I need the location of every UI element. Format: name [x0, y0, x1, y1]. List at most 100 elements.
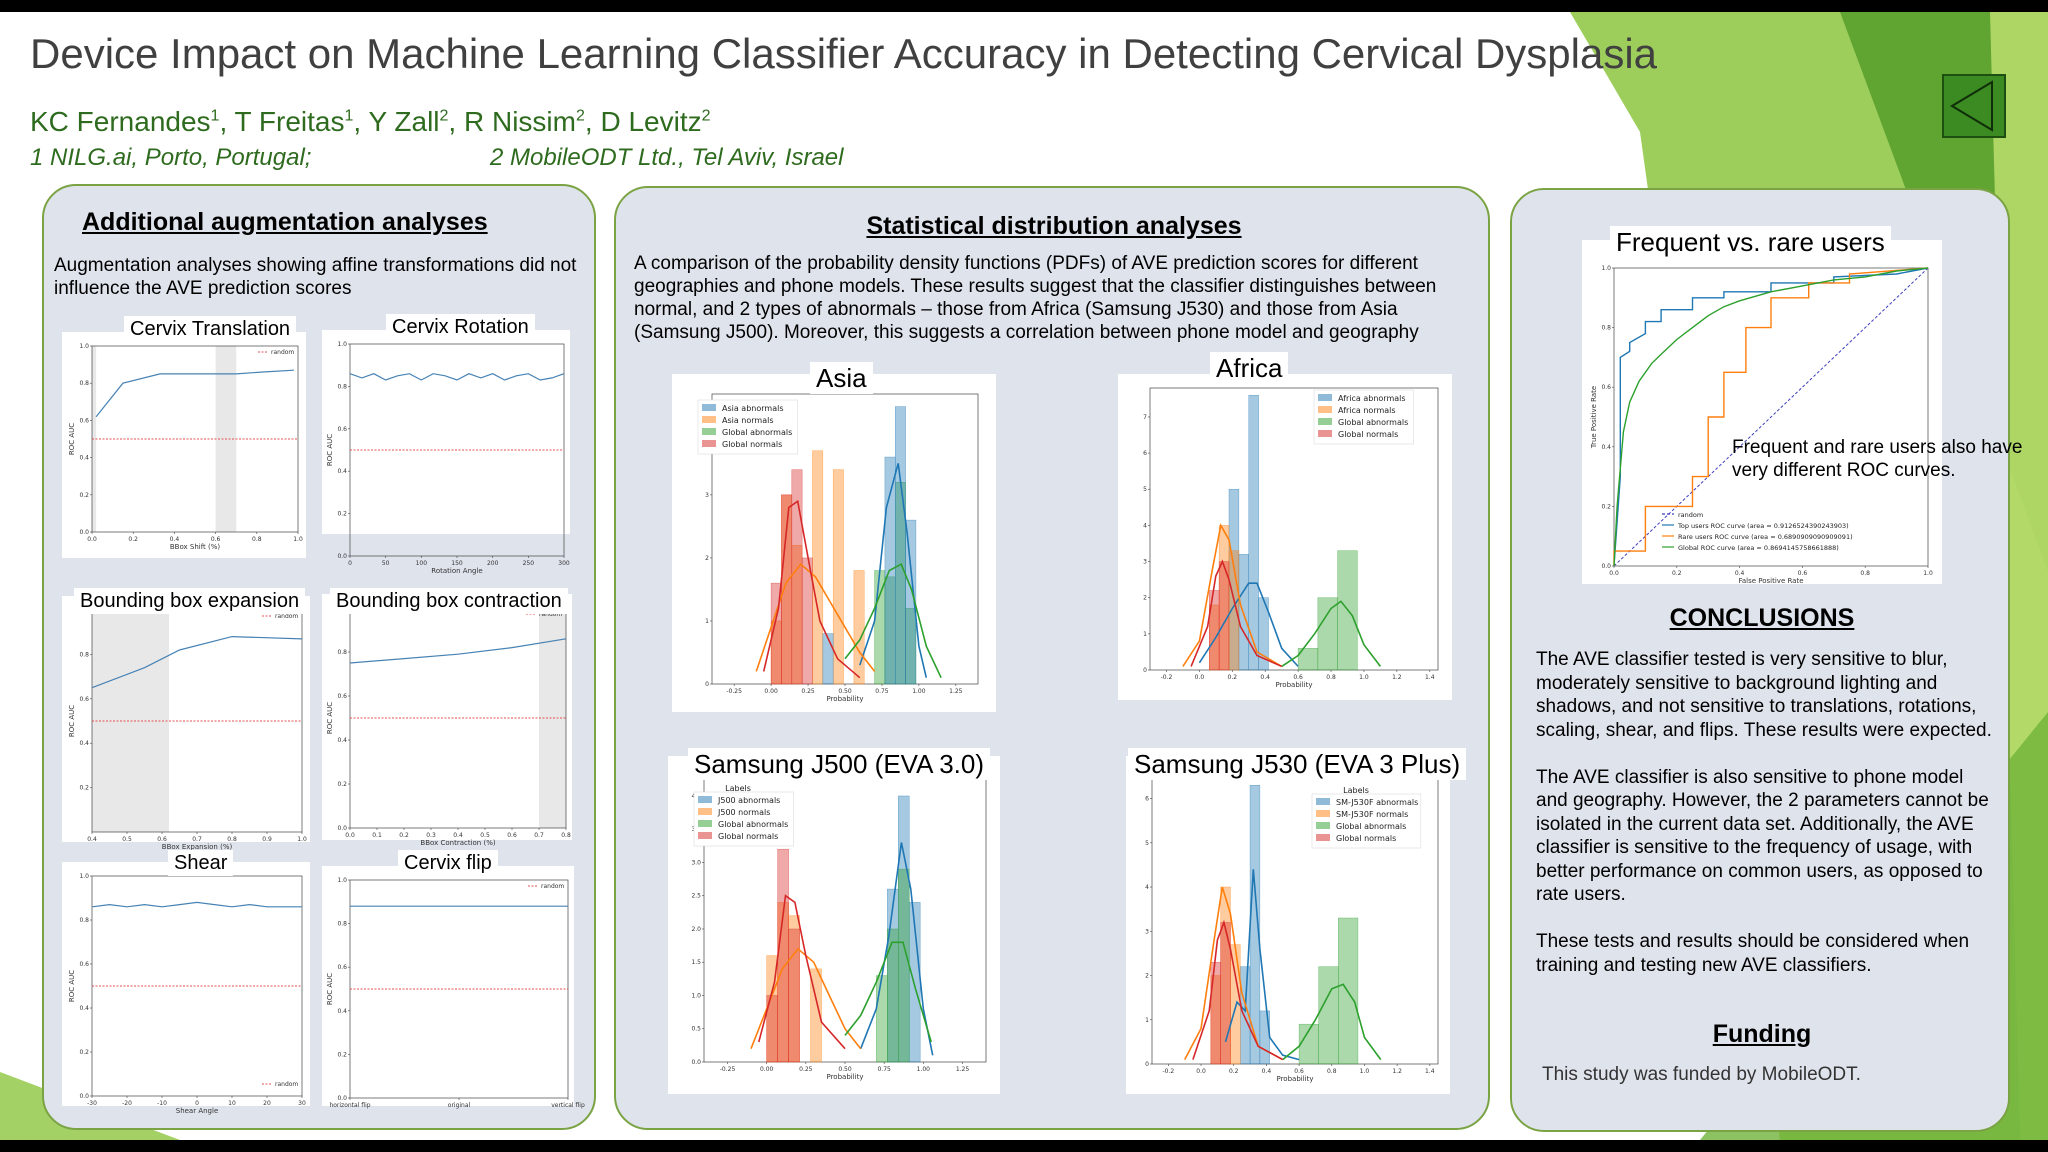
legend-swatch — [702, 440, 716, 447]
x-tick-label: 0.2 — [1229, 1068, 1239, 1075]
x-tick-label: 1.0 — [1360, 1068, 1370, 1075]
chart-legend: Labels SM-J530F abnormals SM-J530F normals… — [1311, 786, 1422, 849]
chart-legend: Africa abnormals Africa normals Global abn… — [1313, 389, 1414, 445]
legend-swatch — [1316, 834, 1330, 841]
legend-entry: random — [541, 883, 564, 890]
histogram-bar — [812, 450, 824, 685]
x-tick-label: 1.4 — [1425, 1068, 1435, 1075]
y-tick-label: 0.8 — [337, 649, 347, 656]
y-tick-label: 0.2 — [1601, 503, 1611, 510]
affiliation-2: 2 MobileODT Ltd., Tel Aviv, Israel — [490, 144, 844, 171]
x-tick-label: 1.2 — [1392, 1068, 1402, 1075]
chart-pdf1: -0.250.000.250.500.751.001.2501234Probab… — [672, 374, 996, 712]
x-tick-label: 0 — [348, 560, 352, 567]
chart-aug1: 0.0 0.2 0.4 0.6 0.8 1.0 0.0 0.2 0.4 0.6 0.8 1.0 BBox… — [62, 332, 306, 558]
x-tick-label: 0.6 — [157, 836, 167, 843]
conclusion-paragraph-2: The AVE classifier is also sensitive to … — [1536, 766, 1989, 906]
density-curve — [1182, 523, 1283, 668]
x-tick-label: 1.2 — [1392, 674, 1402, 681]
y-tick-label: 1.0 — [79, 343, 89, 350]
poster-title: Device Impact on Machine Learning Classi… — [30, 30, 1658, 77]
chart-title: Cervix Translation — [124, 316, 297, 342]
legend-entry: J500 abnormals — [717, 796, 780, 805]
x-tick-label: 0.0 — [1195, 674, 1205, 681]
x-tick-label: -0.2 — [1162, 1068, 1174, 1075]
back-button[interactable] — [1942, 74, 2006, 138]
y-tick-label: 1.0 — [79, 873, 89, 880]
y-tick-label: 0.0 — [337, 1095, 347, 1102]
density-curve — [844, 563, 942, 679]
chart-svg: -0.25 0.00 0.25 0.50 0.75 1.00 1.25 0.0 0.5 1.0 1.… — [691, 775, 987, 1081]
x-tick-label: 0.6 — [1293, 674, 1303, 681]
x-axis-label: BBox Shift (%) — [170, 543, 221, 551]
y-axis-label: ROC AUC — [326, 702, 334, 734]
x-tick-label: 0.5 — [122, 836, 132, 843]
chart-title: Bounding box contraction — [330, 588, 568, 614]
x-tick-label: 0.50 — [838, 688, 852, 695]
y-tick-label: 1 — [705, 618, 709, 625]
x-tick-label: 1.4 — [1425, 674, 1435, 681]
x-tick-label: 0.4 — [453, 832, 463, 839]
x-tick-label: 0.6 — [1798, 570, 1808, 577]
x-tick-label: 0.25 — [801, 688, 815, 695]
conclusion-paragraph-3: These tests and results should be consid… — [1536, 931, 1970, 976]
x-axis-label: Probability — [826, 1073, 863, 1081]
chart-svg: -0.2 0.0 0.2 0.4 0.6 0.8 1.0 1.2 1.4 0 1 2 3 4 5 6 7 Prob… — [1143, 387, 1439, 689]
author-affiliation-mark: 2 — [701, 107, 711, 125]
author-name: KC Fernandes — [30, 106, 211, 137]
density-curve — [1190, 559, 1283, 668]
legend-swatch — [1318, 430, 1332, 437]
y-tick-label: 0 — [705, 681, 709, 688]
density-curve — [755, 563, 876, 672]
legend-entry: Asia normals — [722, 416, 774, 425]
legend-title: Labels — [725, 784, 751, 793]
y-tick-label: 3 — [705, 492, 709, 499]
author-affiliation-mark: 1 — [344, 107, 354, 125]
chart-aug4: 0.0 0.1 0.2 0.3 0.4 0.5 0.6 0.7 0.8 0.0 0.2 0.4 0.6 0… — [322, 594, 572, 847]
funding-text: This study was funded by MobileODT. — [1542, 1064, 1861, 1085]
y-tick-label: 1.0 — [337, 341, 347, 348]
y-tick-label: 0.5 — [691, 1026, 701, 1033]
x-tick-label: vertical flip — [551, 1102, 585, 1109]
y-tick-label: 0.6 — [1601, 384, 1611, 391]
legend-entry: Africa normals — [1338, 406, 1396, 415]
x-axis-label: Probability — [826, 695, 863, 703]
x-tick-label: 20 — [263, 1100, 271, 1107]
x-tick-label: 0.4 — [170, 536, 180, 543]
y-tick-label: 0.2 — [337, 511, 347, 518]
chart-aug5: -30 -20 -10 0 10 20 30 0.0 0.2 0.4 0.6 0.8 1.0 Shear … — [62, 862, 310, 1115]
y-tick-label: 0.6 — [337, 964, 347, 971]
x-tick-label: 1.0 — [1923, 570, 1933, 577]
x-tick-label: 1.0 — [1359, 674, 1369, 681]
author-list: KC Fernandes1, T Freitas1, Y Zall2, R Ni… — [30, 106, 711, 137]
legend-entry: Global abnormals — [722, 428, 792, 437]
legend-swatch — [1318, 418, 1332, 425]
x-tick-label: 1.00 — [917, 1066, 931, 1073]
x-tick-label: 0.00 — [760, 1066, 774, 1073]
chart-title: Asia — [810, 362, 873, 394]
x-tick-label: 0.8 — [252, 536, 262, 543]
chart-title: Cervix Rotation — [386, 314, 535, 340]
legend-swatch — [698, 832, 712, 839]
x-tick-label: 0.4 — [1735, 570, 1745, 577]
x-tick-label: 0.6 — [211, 536, 221, 543]
y-tick-label: 0.6 — [337, 693, 347, 700]
legend-swatch — [698, 796, 712, 803]
y-tick-label: 3 — [1143, 559, 1147, 566]
histogram-bar — [1318, 966, 1339, 1065]
triangle-left-icon — [1950, 80, 1993, 132]
y-tick-label: 0.2 — [79, 785, 89, 792]
y-tick-label: 2 — [1143, 595, 1147, 602]
chart-svg: 0.0 0.2 0.4 0.6 0.8 1.0 0.0 0.2 0.4 0.6 0.8 1.0 Fals… — [1590, 265, 1933, 585]
legend-entry: Global normals — [722, 440, 782, 449]
y-tick-label: 2 — [705, 555, 709, 562]
legend-entry: SM-J530F normals — [1336, 810, 1408, 819]
y-tick-label: 4 — [1143, 522, 1147, 529]
roc-curve — [1613, 267, 1929, 567]
conclusions-title: CONCLUSIONS — [1669, 604, 1855, 632]
distribution-panel-text: A comparison of the probability density … — [634, 253, 1437, 343]
chart-svg: -0.2 0.0 0.2 0.4 0.6 0.8 1.0 1.2 1.4 0 1 2 3 4 5 6 Proba… — [1145, 771, 1439, 1083]
density-curve — [859, 842, 934, 1056]
y-tick-label: 0.4 — [337, 737, 347, 744]
y-tick-label: 0.0 — [79, 1093, 89, 1100]
